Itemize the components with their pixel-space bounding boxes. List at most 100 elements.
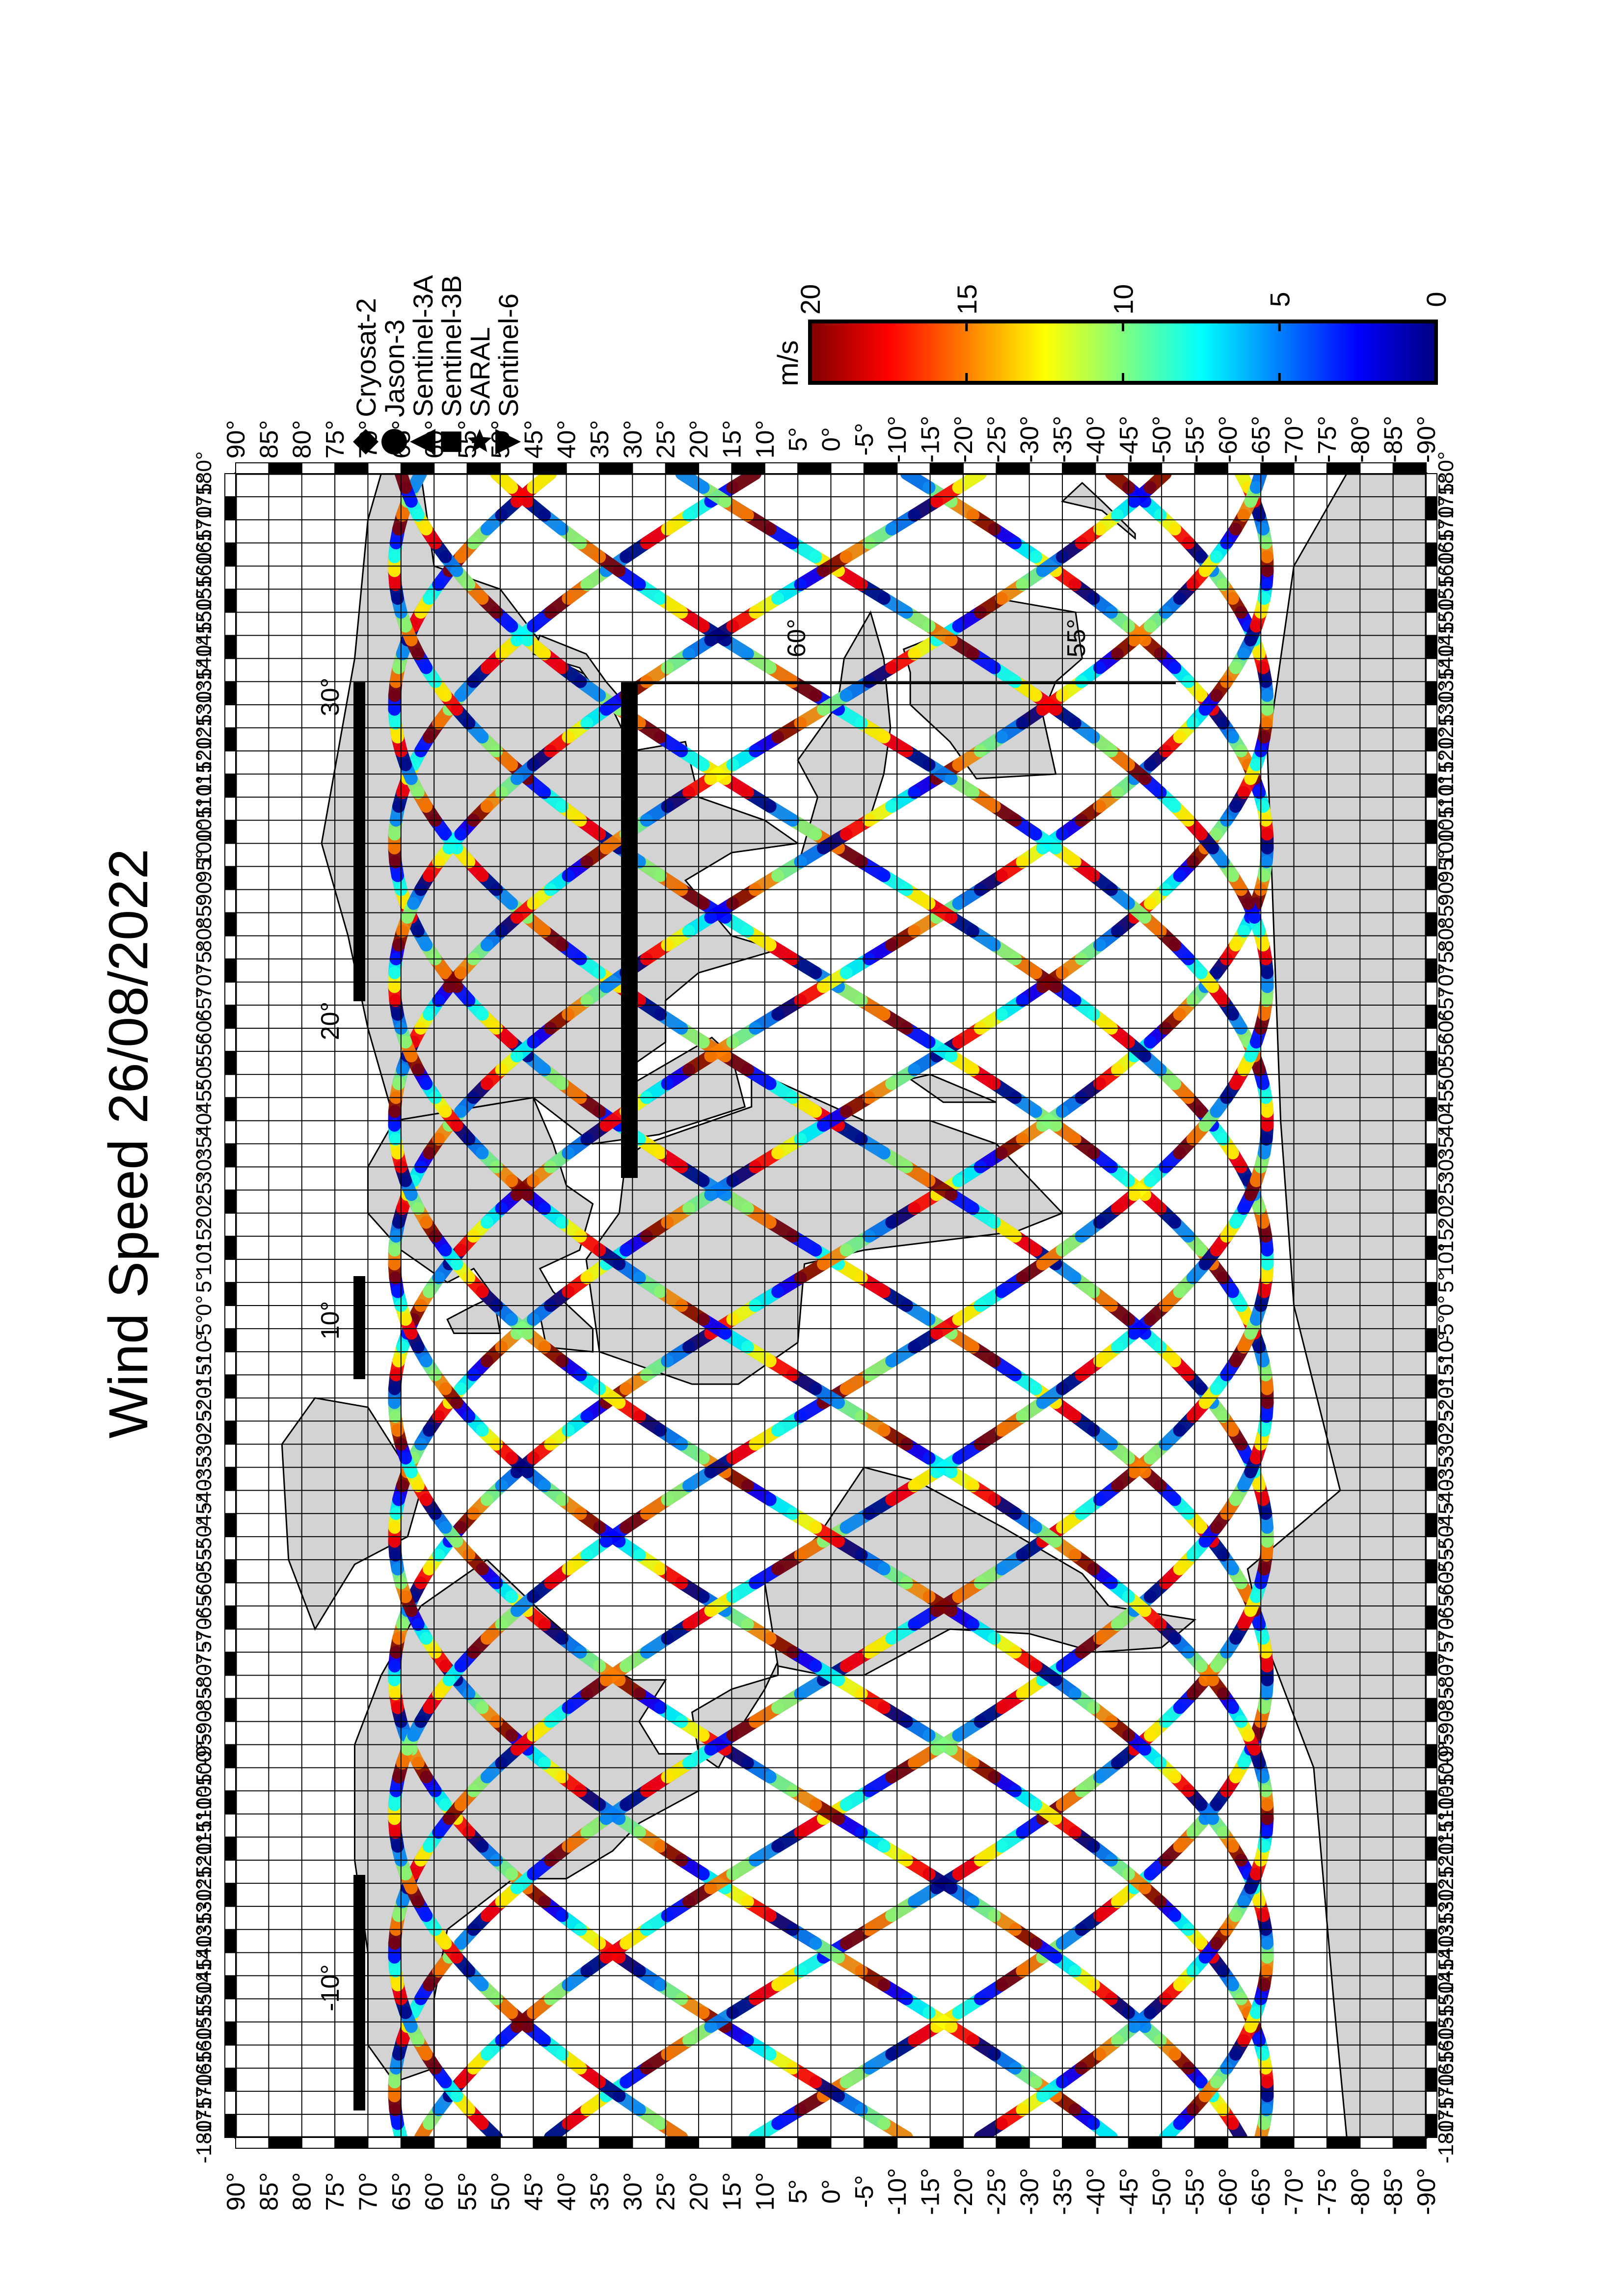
latitude-tick-label: -25° — [982, 2168, 1011, 2215]
latitude-tick-label: -65° — [1247, 416, 1275, 463]
longitude-tick-label: -165° — [1434, 2042, 1458, 2094]
latitude-tick-label: -10° — [883, 416, 912, 463]
longitude-tick-label: -65° — [1434, 1586, 1458, 1626]
longitude-tick-label: 85° — [192, 896, 216, 929]
longitude-tick-label: 90° — [1434, 873, 1458, 906]
inset-label: 20° — [316, 1002, 345, 1041]
longitude-tick-label: 5° — [1434, 1272, 1458, 1293]
inset-bar — [621, 682, 638, 1178]
longitude-tick-label: 40° — [1434, 1104, 1458, 1137]
longitude-tick-label: -5° — [192, 1315, 216, 1343]
latitude-tick-label: 90° — [222, 420, 250, 459]
longitude-tick-label: 140° — [1434, 636, 1458, 681]
longitude-tick-label: 135° — [1434, 659, 1458, 704]
longitude-tick-label: -115° — [1434, 1812, 1458, 1862]
latitude-tick-label: 15° — [718, 2172, 746, 2211]
legend-item: Sentinel-3A — [407, 275, 438, 454]
latitude-tick-label: -80° — [1346, 416, 1375, 463]
colorbar-tick-label: 15 — [951, 284, 982, 315]
longitude-tick-label: 65° — [192, 989, 216, 1022]
latitude-tick-label: 50° — [487, 2172, 515, 2211]
colorbar-unit-label: m/s — [772, 340, 804, 386]
longitude-tick-label: 30° — [192, 1150, 216, 1183]
legend-item: Jason-3 — [379, 320, 410, 454]
longitude-tick-label: -35° — [192, 1447, 216, 1487]
longitude-tick-label: 65° — [1434, 989, 1458, 1022]
longitude-tick-label: -5° — [1434, 1315, 1458, 1343]
inset-label: 55° — [1062, 619, 1091, 658]
longitude-tick-label: -150° — [192, 1973, 216, 2025]
latitude-tick-label: 75° — [321, 420, 350, 459]
longitude-tick-label: 165° — [192, 521, 216, 565]
latitude-tick-label: 80° — [288, 2172, 317, 2211]
longitude-tick-label: -160° — [192, 2019, 216, 2071]
longitude-tick-label: -75° — [1434, 1632, 1458, 1672]
longitude-tick-label: -10° — [192, 1332, 216, 1372]
latitude-tick-label: 5° — [784, 427, 812, 452]
longitude-tick-label: 25° — [192, 1174, 216, 1206]
latitude-tick-label: -60° — [1214, 416, 1243, 463]
longitude-tick-label: -100° — [1434, 1742, 1458, 1794]
longitude-tick-label: 180° — [1434, 451, 1458, 496]
longitude-tick-label: -175° — [192, 2088, 216, 2140]
latitude-tick-label: -15° — [917, 416, 945, 463]
latitude-tick-label: -45° — [1115, 2168, 1143, 2215]
latitude-tick-label: 55° — [454, 2172, 482, 2211]
latitude-tick-label: 10° — [751, 2172, 780, 2211]
longitude-tick-label: -30° — [192, 1424, 216, 1464]
track-swath — [388, 467, 1274, 2144]
latitude-tick-label: -65° — [1247, 2168, 1275, 2215]
longitude-tick-label: 50° — [192, 1058, 216, 1091]
longitude-tick-label: -45° — [192, 1494, 216, 1533]
longitude-tick-label: -80° — [1434, 1655, 1458, 1695]
longitude-tick-label: 10° — [192, 1243, 216, 1276]
latitude-tick-label: -55° — [1181, 2168, 1209, 2215]
longitude-tick-label: 45° — [192, 1081, 216, 1114]
longitude-tick-label: -50° — [1434, 1517, 1458, 1556]
longitude-tick-label: 170° — [1434, 498, 1458, 542]
inset-label: 10° — [316, 1301, 345, 1340]
legend-item: Sentinel-3B — [436, 275, 467, 452]
longitude-tick-label: 150° — [1434, 590, 1458, 635]
latitude-tick-label: 80° — [288, 420, 317, 459]
longitude-tick-label: -145° — [192, 1950, 216, 2002]
latitude-tick-label: 15° — [718, 420, 746, 459]
longitude-tick-label: -15° — [1434, 1355, 1458, 1395]
colorbar-tick-label: 10 — [1108, 284, 1139, 315]
latitude-tick-label: -80° — [1346, 2168, 1375, 2215]
longitude-tick-label: 10° — [1434, 1243, 1458, 1276]
longitude-tick-label: 80° — [192, 919, 216, 952]
latitude-tick-label: -20° — [949, 2168, 978, 2215]
longitude-tick-label: -110° — [1434, 1789, 1458, 1839]
inset-bar — [353, 1276, 365, 1379]
legend-item-label: Sentinel-3A — [407, 275, 438, 417]
square-icon — [441, 431, 461, 452]
longitude-tick-label: 0° — [1434, 1295, 1458, 1316]
map-checkered-border — [224, 462, 1437, 2149]
latitude-tick-label: 85° — [255, 420, 283, 459]
star-icon — [467, 429, 492, 452]
longitude-tick-label: -15° — [192, 1355, 216, 1395]
latitude-tick-label: 35° — [586, 420, 614, 459]
longitude-tick-label: 140° — [192, 636, 216, 681]
longitude-tick-label: 55° — [192, 1035, 216, 1068]
latitude-labels: 90°90°85°85°80°80°75°75°70°70°65°65°60°6… — [222, 416, 1441, 2215]
latitude-tick-label: -50° — [1148, 2168, 1176, 2215]
inset-label: 30° — [316, 678, 345, 717]
longitude-tick-label: -40° — [192, 1470, 216, 1510]
latitude-tick-label: 65° — [387, 2172, 416, 2211]
longitude-tick-label: 45° — [1434, 1081, 1458, 1114]
longitude-tick-label: 50° — [1434, 1058, 1458, 1091]
longitude-tick-label: 0° — [192, 1295, 216, 1316]
latitude-tick-label: 35° — [586, 2172, 614, 2211]
latitude-tick-label: -30° — [1016, 416, 1044, 463]
longitude-tick-label: 125° — [1434, 705, 1458, 750]
latitude-tick-label: -45° — [1115, 416, 1143, 463]
longitude-tick-label: 180° — [192, 451, 216, 496]
longitude-tick-label: 40° — [192, 1104, 216, 1137]
longitude-tick-label: -105° — [1434, 1765, 1458, 1817]
satellite-legend: Cryosat-2Jason-3Sentinel-3ASentinel-3BSA… — [351, 275, 524, 454]
longitude-tick-label: -40° — [1434, 1470, 1458, 1510]
latitude-tick-label: -70° — [1280, 416, 1309, 463]
longitude-tick-label: 110° — [1434, 775, 1458, 819]
